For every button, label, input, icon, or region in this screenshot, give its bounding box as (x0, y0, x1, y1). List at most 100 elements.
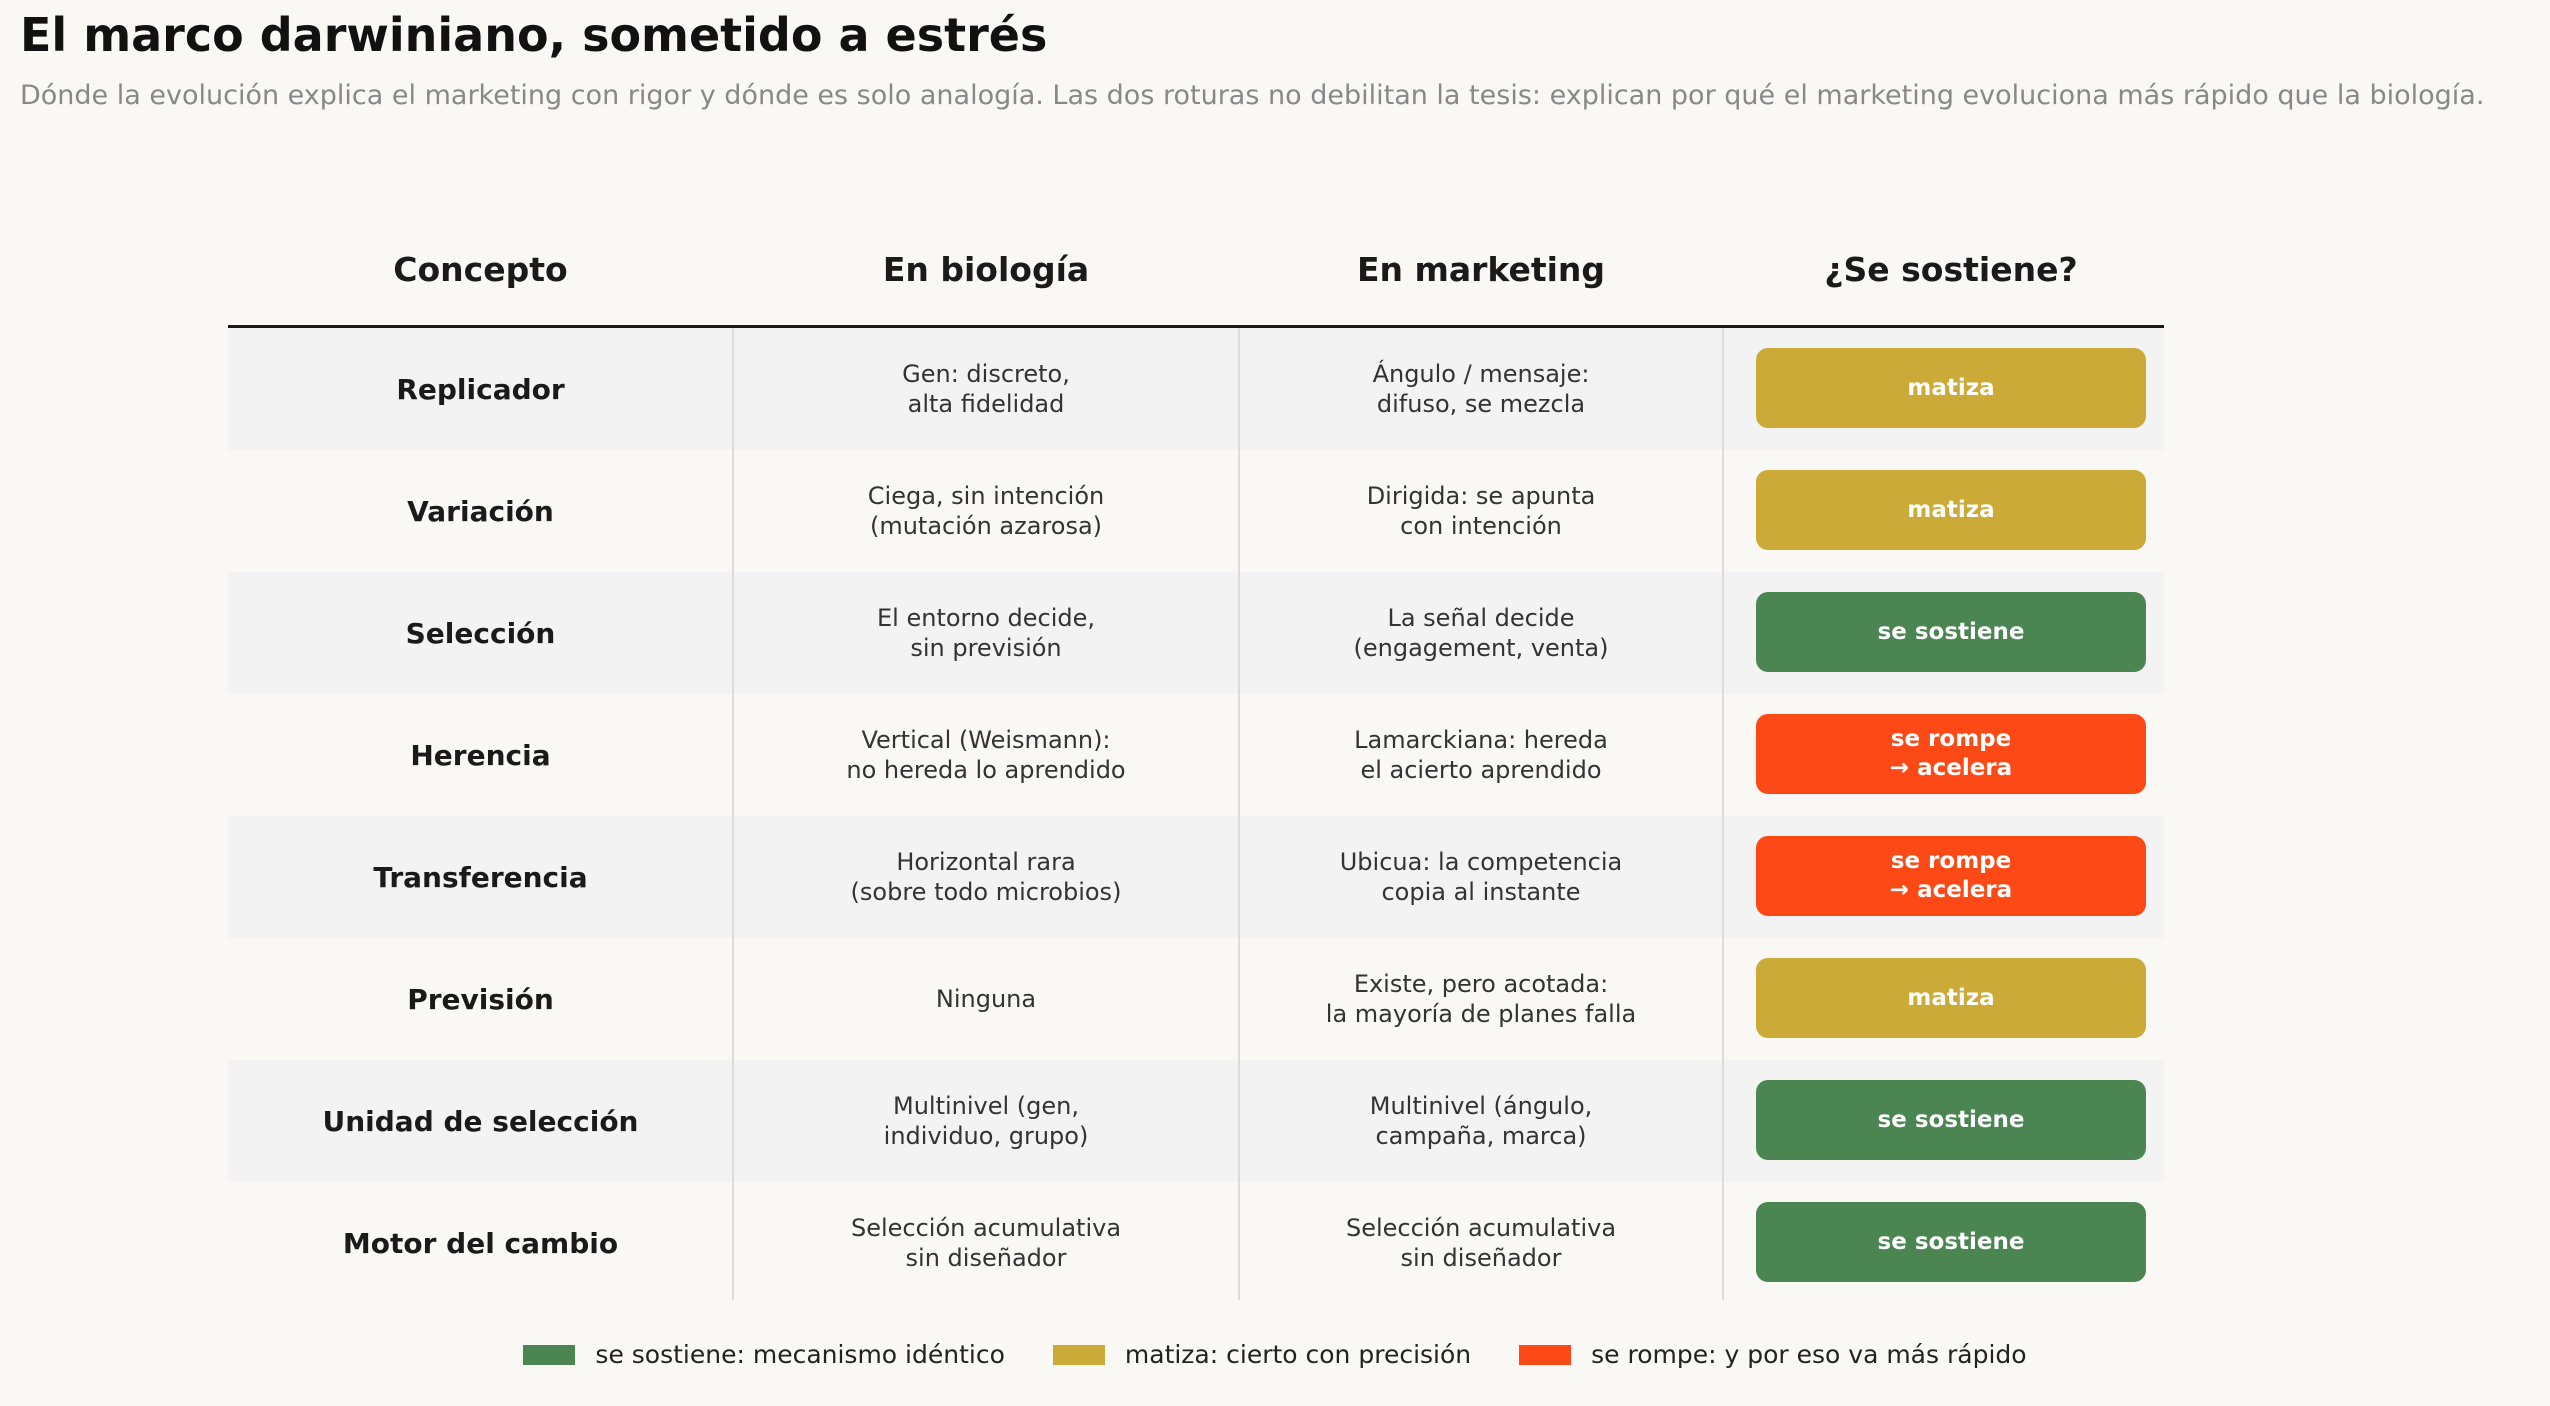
biology-cell: Ninguna (733, 938, 1239, 1060)
biology-text-line: alta fidelidad (907, 390, 1065, 418)
biology-text-line: individuo, grupo) (883, 1122, 1089, 1150)
marketing-cell: Multinivel (ángulo, campaña, marca) (1239, 1060, 1723, 1182)
verdict-badge-holds: se sostiene (1756, 1202, 2146, 1282)
biology-cell: Ciega, sin intención (mutación azarosa) (733, 450, 1239, 572)
table-row: Replicador Gen: discreto, alta fidelidad Án… (228, 328, 2164, 450)
column-header-verdict: ¿Se sostiene? (1824, 249, 2078, 289)
verdict-label: se rompe (1890, 726, 2012, 752)
concept-label: Previsión (407, 982, 554, 1016)
biology-text-line: Gen: discreto, (902, 360, 1070, 388)
marketing-cell: Lamarckiana: hereda el acierto aprendido (1239, 694, 1723, 816)
marketing-cell: Existe, pero acotada: la mayoría de plane… (1239, 938, 1723, 1060)
verdict-label: se sostiene (1877, 1106, 2025, 1133)
column-header-marketing: En marketing (1356, 249, 1606, 289)
table-row: Herencia Vertical (Weismann): no hereda lo… (228, 694, 2164, 816)
legend-item-holds: se sostiene: mecanismo idéntico (523, 1340, 1005, 1369)
table-body: Replicador Gen: discreto, alta fidelidad Án… (228, 328, 2164, 1300)
header-divider (228, 325, 2164, 329)
biology-text-line: sin diseñador (905, 1244, 1067, 1272)
verdict-badge-holds: se sostiene (1756, 592, 2146, 672)
marketing-text-line: Lamarckiana: hereda (1354, 726, 1608, 754)
biology-cell: El entorno decide, sin previsión (733, 572, 1239, 694)
biology-cell: Horizontal rara (sobre todo microbios) (733, 816, 1239, 938)
column-divider (1722, 328, 1724, 1300)
legend-item-nuance: matiza: cierto con precisión (1052, 1340, 1472, 1369)
concept-label: Selección (405, 616, 556, 650)
marketing-text-line: (engagement, venta) (1353, 634, 1609, 662)
marketing-text-line: Ángulo / mensaje: (1372, 360, 1590, 388)
column-header-concept: Concepto (393, 249, 568, 289)
marketing-text-line: Ubicua: la competencia (1339, 848, 1623, 876)
marketing-text-line: Selección acumulativa (1345, 1214, 1617, 1242)
biology-text-line: no hereda lo aprendido (846, 756, 1126, 784)
table-row: Motor del cambio Selección acumulativa sin… (228, 1182, 2164, 1304)
concept-label: Motor del cambio (342, 1226, 619, 1260)
marketing-text-line: la mayoría de planes falla (1325, 1000, 1637, 1028)
biology-text-line: Ninguna (935, 985, 1037, 1013)
verdict-badge-nuance: matiza (1756, 470, 2146, 550)
concept-cell: Variación (228, 450, 733, 572)
marketing-text-line: copia al instante (1381, 878, 1581, 906)
verdict-label: matiza (1907, 496, 1995, 523)
marketing-text-line: con intención (1400, 512, 1562, 540)
biology-cell: Gen: discreto, alta fidelidad (733, 328, 1239, 450)
verdict-badge-nuance: matiza (1756, 348, 2146, 428)
biology-text-line: Horizontal rara (896, 848, 1076, 876)
comparison-table: Concepto En biología En marketing ¿Se so… (228, 210, 2164, 1300)
marketing-text-line: difuso, se mezcla (1376, 390, 1586, 418)
biology-text-line: (mutación azarosa) (869, 512, 1103, 540)
biology-text-line: Ciega, sin intención (867, 482, 1105, 510)
marketing-cell: Selección acumulativa sin diseñador (1239, 1182, 1723, 1304)
marketing-text-line: el acierto aprendido (1360, 756, 1602, 784)
legend-swatch (1052, 1344, 1105, 1365)
concept-cell: Replicador (228, 328, 733, 450)
marketing-cell: Ubicua: la competencia copia al instante (1239, 816, 1723, 938)
concept-cell: Selección (228, 572, 733, 694)
legend-swatch (1519, 1344, 1572, 1365)
column-header-biology: En biología (882, 249, 1090, 289)
table-row: Previsión Ninguna Existe, pero acotada: la … (228, 938, 2164, 1060)
concept-cell: Herencia (228, 694, 733, 816)
marketing-text-line: La señal decide (1387, 604, 1575, 632)
biology-text-line: Vertical (Weismann): (861, 726, 1111, 754)
verdict-badge-breaks: se rompe → acelera (1756, 836, 2146, 916)
marketing-text-line: sin diseñador (1400, 1244, 1562, 1272)
biology-text-line: El entorno decide, (877, 604, 1095, 632)
table-row: Variación Ciega, sin intención (mutación a… (228, 450, 2164, 572)
column-divider (732, 328, 734, 1300)
verdict-badge-breaks: se rompe → acelera (1756, 714, 2146, 794)
biology-text-line: Multinivel (gen, (892, 1092, 1079, 1120)
legend: se sostiene: mecanismo idéntico matiza: c… (0, 1340, 2550, 1369)
concept-cell: Transferencia (228, 816, 733, 938)
table-header: Concepto En biología En marketing ¿Se so… (228, 210, 2164, 329)
legend-label: matiza: cierto con precisión (1124, 1340, 1472, 1369)
marketing-text-line: Multinivel (ángulo, (1369, 1092, 1593, 1120)
verdict-label: matiza (1907, 984, 1995, 1011)
marketing-text-line: campaña, marca) (1375, 1122, 1587, 1150)
biology-cell: Selección acumulativa sin diseñador (733, 1182, 1239, 1304)
concept-label: Replicador (396, 372, 565, 406)
concept-label: Transferencia (373, 860, 588, 894)
legend-swatch (523, 1344, 576, 1365)
concept-label: Unidad de selección (322, 1104, 639, 1138)
verdict-badge-holds: se sostiene (1756, 1080, 2146, 1160)
verdict-badge-nuance: matiza (1756, 958, 2146, 1038)
marketing-cell: Ángulo / mensaje: difuso, se mezcla (1239, 328, 1723, 450)
table-row: Selección El entorno decide, sin previsión… (228, 572, 2164, 694)
concept-cell: Unidad de selección (228, 1060, 733, 1182)
column-divider (1238, 328, 1240, 1300)
legend-item-breaks: se rompe: y por eso va más rápido (1519, 1340, 2027, 1369)
concept-cell: Motor del cambio (228, 1182, 733, 1304)
verdict-label: se sostiene (1877, 618, 2025, 645)
table-row: Unidad de selección Multinivel (gen, indiv… (228, 1060, 2164, 1182)
legend-label: se sostiene: mecanismo idéntico (595, 1340, 1005, 1369)
biology-text-line: sin previsión (910, 634, 1062, 662)
biology-cell: Multinivel (gen, individuo, grupo) (733, 1060, 1239, 1182)
verdict-label: se sostiene (1877, 1228, 2025, 1255)
biology-text-line: Selección acumulativa (850, 1214, 1122, 1242)
verdict-label: → acelera (1889, 877, 2013, 903)
verdict-label: matiza (1907, 374, 1995, 401)
marketing-cell: La señal decide (engagement, venta) (1239, 572, 1723, 694)
concept-label: Variación (407, 494, 554, 528)
marketing-text-line: Dirigida: se apunta (1366, 482, 1596, 510)
